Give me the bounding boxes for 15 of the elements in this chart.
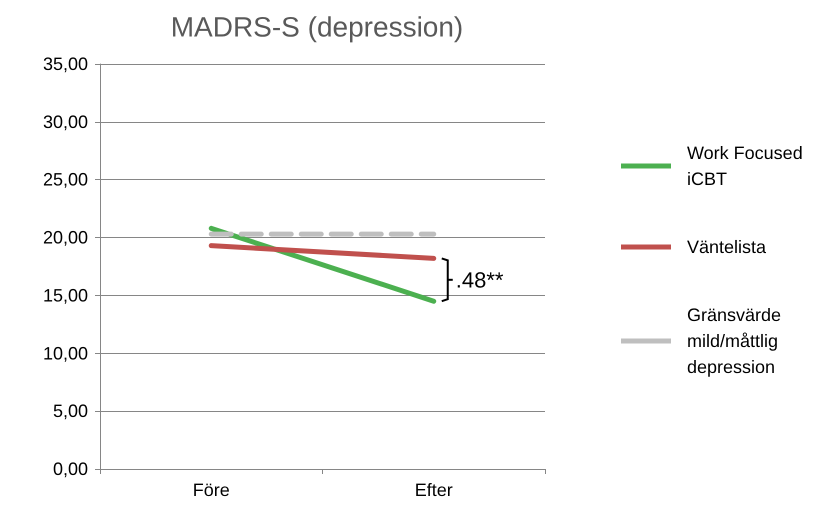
y-tick-label: 10,00 (42, 343, 88, 364)
y-tick-label: 30,00 (42, 112, 88, 132)
legend-label: Gränsvärde mild/måttlig depression (687, 305, 786, 377)
legend-label: Väntelista (687, 237, 768, 257)
chart-title: MADRS-S (depression) (170, 12, 464, 42)
legend-label: Work Focused iCBT (687, 143, 808, 189)
y-tick-label: 0,00 (52, 459, 88, 479)
y-tick-label: 35,00 (42, 54, 88, 74)
x-tick-label: Före (192, 480, 230, 500)
y-tick-label: 5,00 (52, 401, 88, 422)
annotation: .48** (456, 267, 504, 292)
x-tick-label: Efter (414, 480, 453, 500)
y-tick-label: 20,00 (42, 228, 88, 248)
y-tick-label: 15,00 (42, 285, 88, 306)
y-tick-label: 25,00 (42, 170, 88, 190)
